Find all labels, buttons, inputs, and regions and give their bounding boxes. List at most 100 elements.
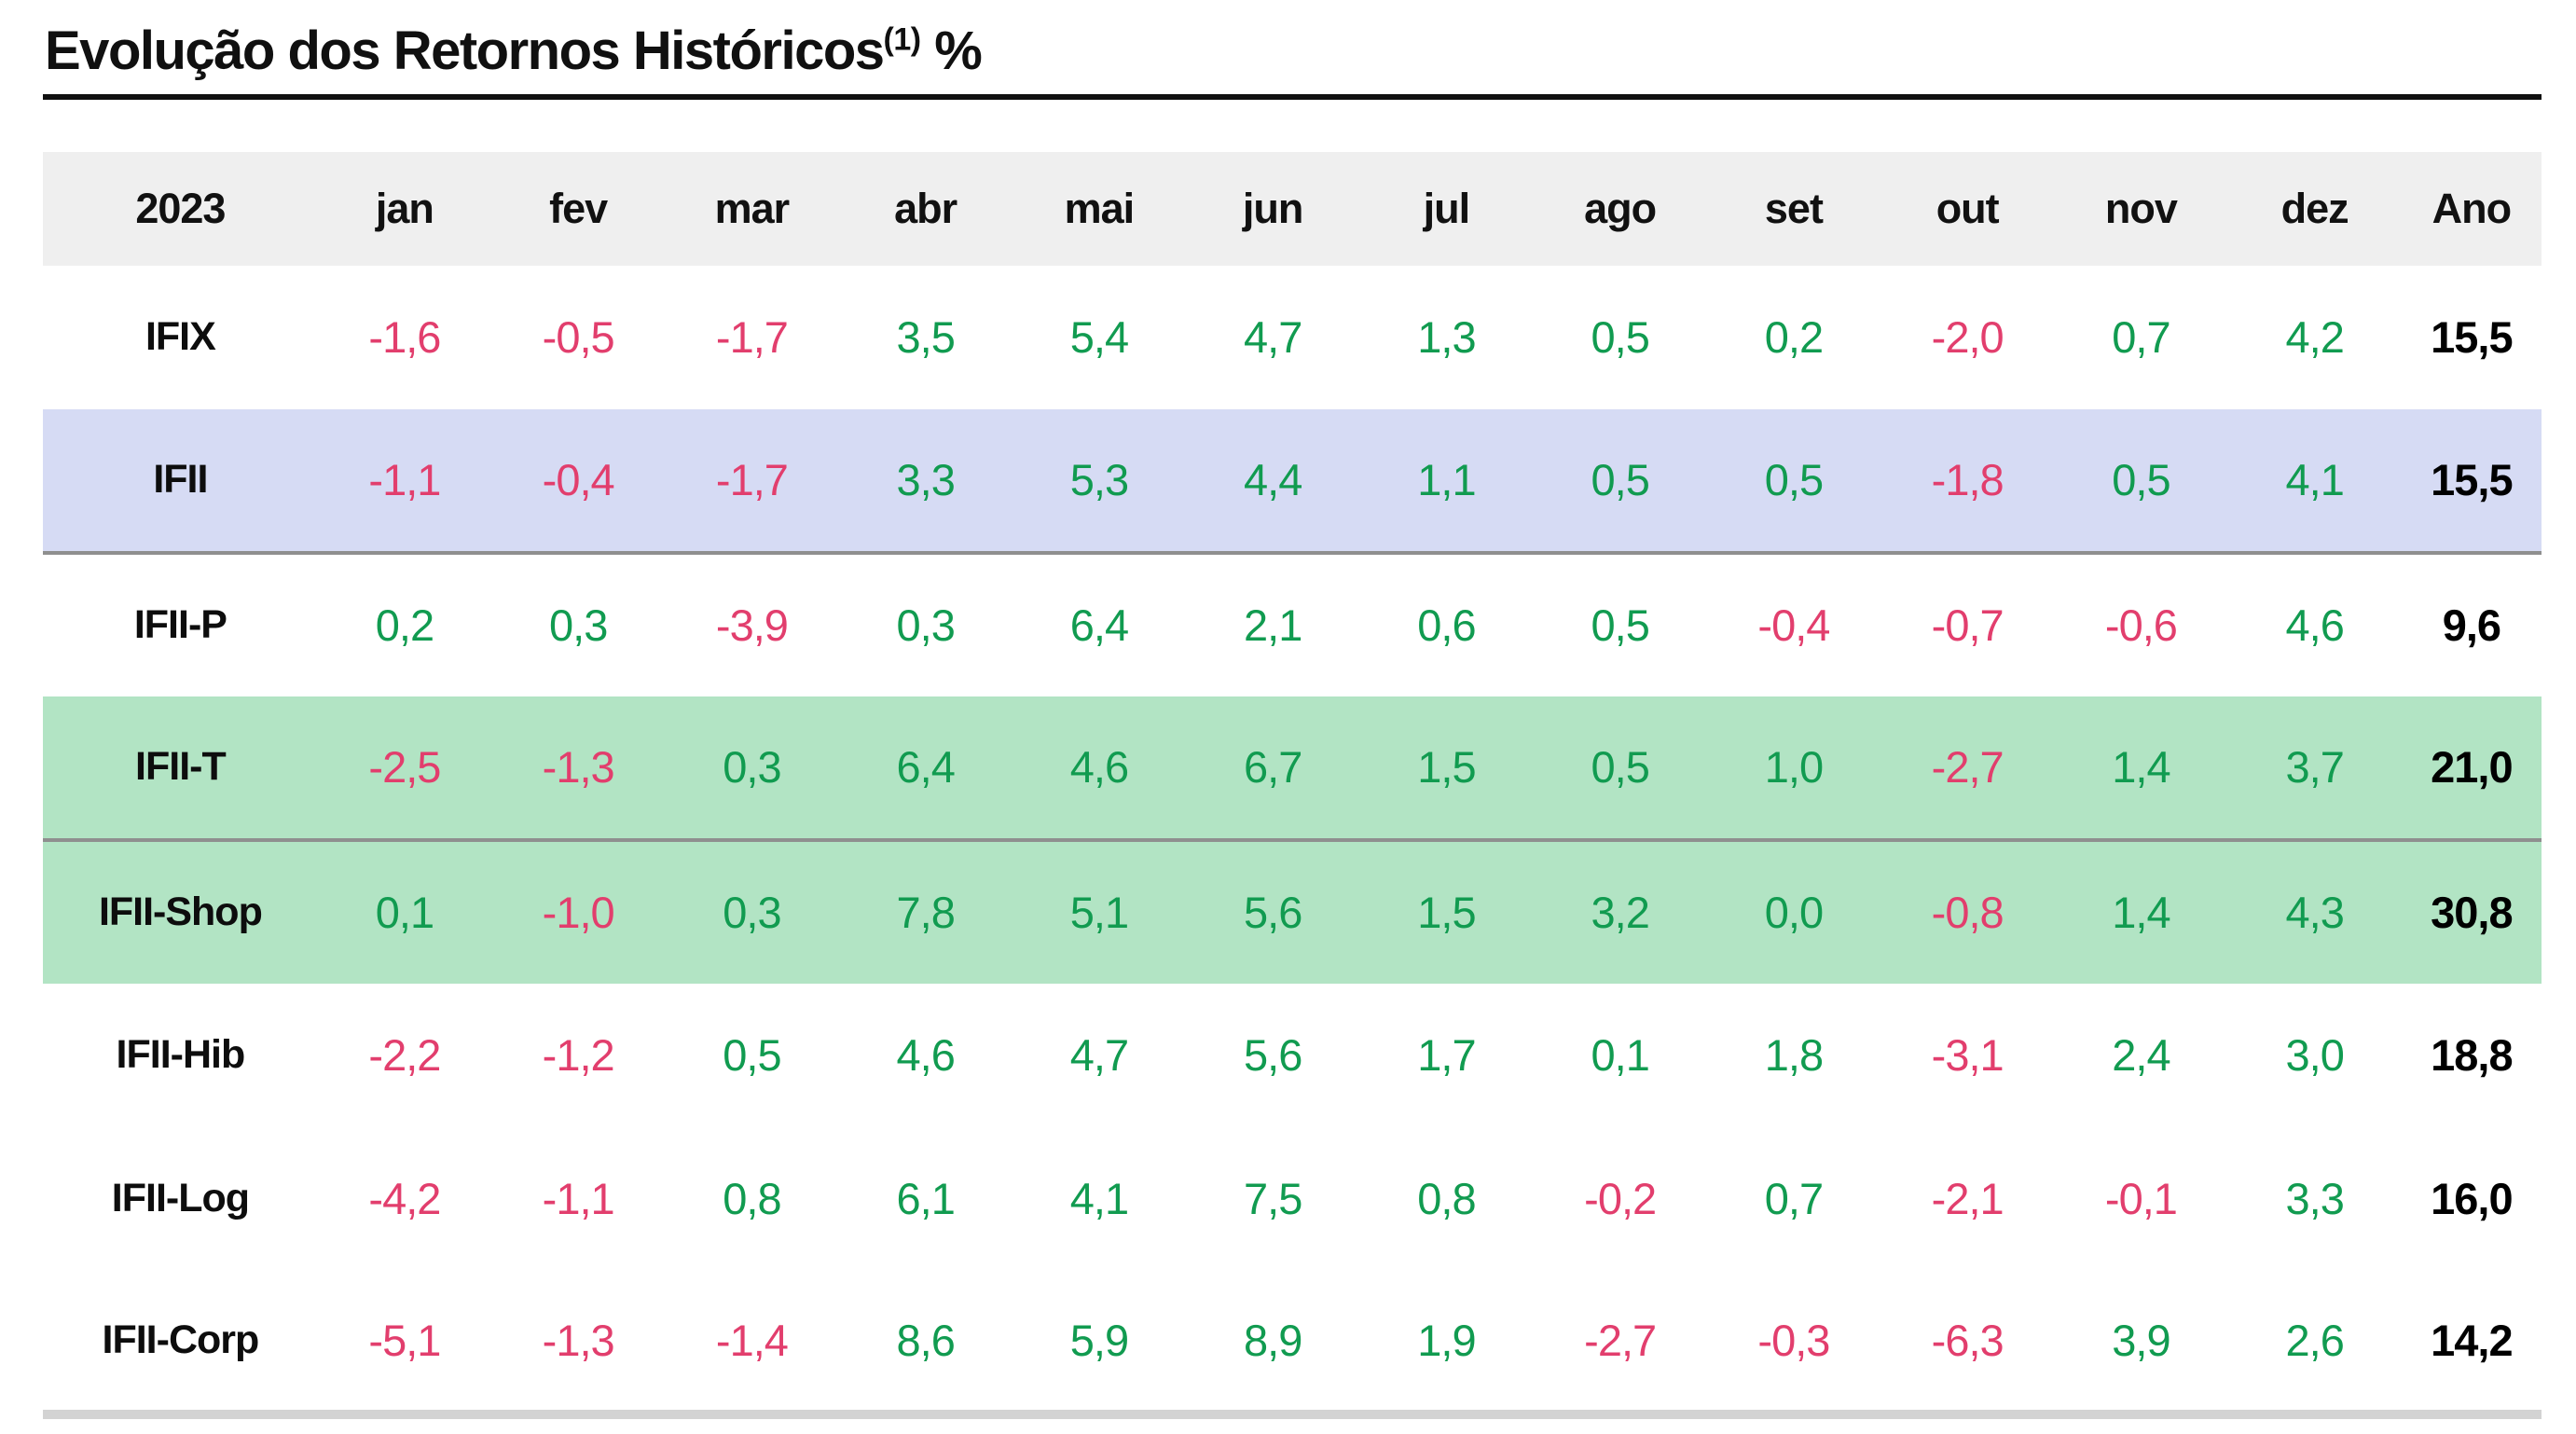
table-row-ifii-t: IFII-T -2,5 -1,3 0,3 6,4 4,6 6,7 1,5 0,5 1,0 -2,7 1… bbox=[43, 696, 2542, 842]
cell-set-ifii-shop: 0,0 bbox=[1764, 888, 1824, 938]
table-row-ifii-shop: IFII-Shop 0,1 -1,0 0,3 7,8 5,1 5,6 1,5 3,2 0,0 -0,… bbox=[43, 839, 2542, 984]
column-header-out: out bbox=[1935, 184, 2000, 232]
cell-ano-ifix: 15,5 bbox=[2431, 312, 2513, 363]
cell-jan-ifii-hib: -2,2 bbox=[368, 1030, 441, 1081]
row-label-ifii-hib: IFII-Hib bbox=[116, 1032, 246, 1078]
cell-fev-ifii-hib: -1,2 bbox=[542, 1030, 615, 1081]
row-label-ifii-corp: IFII-Corp bbox=[43, 1270, 318, 1419]
cell-dez-ifii-log: 3,3 bbox=[2285, 1174, 2345, 1224]
table-row-ifii-corp: IFII-Corp -5,1 -1,3 -1,4 8,6 5,9 8,9 1,9 -2,7 -0,… bbox=[43, 1270, 2542, 1419]
column-header-ano: Ano bbox=[2431, 184, 2512, 232]
cell-ago-ifii-hib: 0,1 bbox=[1591, 1030, 1650, 1081]
cell-set-ifii-p: -0,4 bbox=[1757, 600, 1830, 651]
cell-jun-ifii-hib: 5,6 bbox=[1244, 1030, 1302, 1081]
cell-jan-ifii-corp: -5,1 bbox=[317, 1270, 492, 1419]
cell-ago-ifii-t: 0,5 bbox=[1533, 696, 1707, 842]
cell-jul-ifii-log: 0,8 bbox=[1417, 1174, 1476, 1224]
returns-table: 2023 jan fev mar abr mai jun jul ago set out nov dez… bbox=[43, 151, 2542, 1419]
cell-dez-ifii-hib: 3,0 bbox=[2285, 1030, 2345, 1081]
cell-dez-ifii: 4,1 bbox=[2227, 408, 2402, 555]
cell-fev-ifii: -0,4 bbox=[491, 408, 666, 555]
cell-nov-ifii-hib: 2,4 bbox=[2112, 1030, 2170, 1081]
cell-jun-ifii-corp: 8,9 bbox=[1186, 1270, 1360, 1419]
cell-set-ifii-t: 1,0 bbox=[1706, 696, 1881, 842]
column-header-nov: nov bbox=[2104, 184, 2178, 232]
cell-dez-ifii-shop: 4,3 bbox=[2285, 888, 2345, 938]
cell-mar-ifii-p: -3,9 bbox=[715, 600, 789, 651]
cell-fev-ifii-shop: -1,0 bbox=[542, 888, 615, 938]
row-label-ifix: IFIX bbox=[145, 314, 216, 360]
cell-set-ifii-corp: -0,3 bbox=[1706, 1270, 1881, 1419]
cell-jun-ifii-p: 2,1 bbox=[1244, 600, 1302, 651]
column-header-2023: 2023 bbox=[135, 184, 226, 232]
cell-abr-ifii-shop: 7,8 bbox=[896, 888, 956, 938]
cell-jul-ifii-p: 0,6 bbox=[1417, 600, 1476, 651]
cell-ago-ifix: 0,5 bbox=[1591, 312, 1650, 363]
cell-jan-ifii-p: 0,2 bbox=[375, 600, 434, 651]
table-row-ifii-p: IFII-P 0,2 0,3 -3,9 0,3 6,4 2,1 0,6 0,5 -0,4 -0,7 -… bbox=[43, 553, 2542, 696]
cell-abr-ifix: 3,5 bbox=[896, 312, 956, 363]
cell-mai-ifii-hib: 4,7 bbox=[1069, 1030, 1129, 1081]
row-label-ifii-log: IFII-Log bbox=[111, 1176, 250, 1221]
cell-out-ifii-t: -2,7 bbox=[1880, 696, 2055, 842]
cell-jul-ifii-corp: 1,9 bbox=[1359, 1270, 1534, 1419]
cell-jun-ifii-log: 7,5 bbox=[1244, 1174, 1302, 1224]
cell-nov-ifii-log: -0,1 bbox=[2104, 1174, 2178, 1224]
cell-mai-ifix: 5,4 bbox=[1069, 312, 1129, 363]
cell-ano-ifii-t: 21,0 bbox=[2401, 696, 2542, 842]
cell-mar-ifii-corp: -1,4 bbox=[665, 1270, 839, 1419]
cell-mar-ifii-log: 0,8 bbox=[723, 1174, 781, 1224]
cell-ano-ifii-hib: 18,8 bbox=[2431, 1030, 2513, 1081]
cell-abr-ifii-log: 6,1 bbox=[896, 1174, 956, 1224]
cell-abr-ifii-corp: 8,6 bbox=[838, 1270, 1012, 1419]
cell-jul-ifix: 1,3 bbox=[1417, 312, 1476, 363]
table-row-ifii-log: IFII-Log -4,2 -1,1 0,8 6,1 4,1 7,5 0,8 -0,2 0,7 -2… bbox=[43, 1127, 2542, 1271]
row-label-ifii-p: IFII-P bbox=[133, 602, 227, 648]
cell-abr-ifii: 3,3 bbox=[838, 408, 1012, 555]
cell-out-ifii-hib: -3,1 bbox=[1931, 1030, 2004, 1081]
cell-out-ifix: -2,0 bbox=[1931, 312, 2004, 363]
table-body: IFIX -1,6 -0,5 -1,7 3,5 5,4 4,7 1,3 0,5 0,2 -2,0 0,… bbox=[43, 266, 2542, 1419]
cell-jul-ifii-hib: 1,7 bbox=[1417, 1030, 1476, 1081]
cell-ano-ifii-p: 9,6 bbox=[2442, 600, 2501, 651]
cell-jul-ifii: 1,1 bbox=[1359, 408, 1534, 555]
cell-dez-ifix: 4,2 bbox=[2285, 312, 2345, 363]
cell-ano-ifii: 15,5 bbox=[2401, 408, 2542, 555]
cell-mar-ifii: -1,7 bbox=[665, 408, 839, 555]
title-footnote-marker: (1) bbox=[883, 21, 922, 58]
cell-fev-ifii-t: -1,3 bbox=[491, 696, 666, 842]
cell-fev-ifii-log: -1,1 bbox=[542, 1174, 615, 1224]
cell-fev-ifii-p: 0,3 bbox=[549, 600, 608, 651]
column-header-mai: mai bbox=[1064, 184, 1136, 232]
cell-out-ifii-p: -0,7 bbox=[1931, 600, 2004, 651]
cell-jan-ifii: -1,1 bbox=[317, 408, 492, 555]
cell-ago-ifii: 0,5 bbox=[1533, 408, 1707, 555]
cell-mai-ifii: 5,3 bbox=[1012, 408, 1187, 555]
cell-ano-ifii-log: 16,0 bbox=[2431, 1174, 2513, 1224]
cell-mai-ifii-log: 4,1 bbox=[1069, 1174, 1129, 1224]
cell-ano-ifii-shop: 30,8 bbox=[2431, 888, 2513, 938]
cell-nov-ifix: 0,7 bbox=[2112, 312, 2170, 363]
cell-out-ifii-shop: -0,8 bbox=[1931, 888, 2004, 938]
row-label-ifii: IFII bbox=[43, 408, 318, 555]
row-label-ifii-t: IFII-T bbox=[43, 696, 318, 842]
page-title: Evolução dos Retornos Históricos(1) % bbox=[45, 21, 983, 81]
cell-mai-ifii-t: 4,6 bbox=[1012, 696, 1187, 842]
cell-fev-ifix: -0,5 bbox=[542, 312, 615, 363]
cell-ago-ifii-shop: 3,2 bbox=[1591, 888, 1650, 938]
column-header-set: set bbox=[1764, 184, 1824, 232]
cell-set-ifix: 0,2 bbox=[1764, 312, 1824, 363]
cell-mai-ifii-shop: 5,1 bbox=[1069, 888, 1129, 938]
table-row-ifii-hib: IFII-Hib -2,2 -1,2 0,5 4,6 4,7 5,6 1,7 0,1 1,8 -3,… bbox=[43, 984, 2542, 1127]
title-underline: Evolução dos Retornos Históricos(1) % bbox=[43, 11, 2542, 100]
title-text: Evolução dos Retornos Históricos bbox=[45, 21, 885, 81]
cell-dez-ifii-p: 4,6 bbox=[2285, 600, 2345, 651]
cell-nov-ifii-shop: 1,4 bbox=[2112, 888, 2170, 938]
table-row-ifii: IFII -1,1 -0,4 -1,7 3,3 5,3 4,4 1,1 0,5 0,5 -1,8 0,… bbox=[43, 408, 2542, 555]
cell-nov-ifii-corp: 3,9 bbox=[2054, 1270, 2228, 1419]
cell-fev-ifii-corp: -1,3 bbox=[491, 1270, 666, 1419]
cell-out-ifii: -1,8 bbox=[1880, 408, 2055, 555]
cell-nov-ifii-p: -0,6 bbox=[2104, 600, 2178, 651]
column-header-jan: jan bbox=[375, 184, 434, 232]
